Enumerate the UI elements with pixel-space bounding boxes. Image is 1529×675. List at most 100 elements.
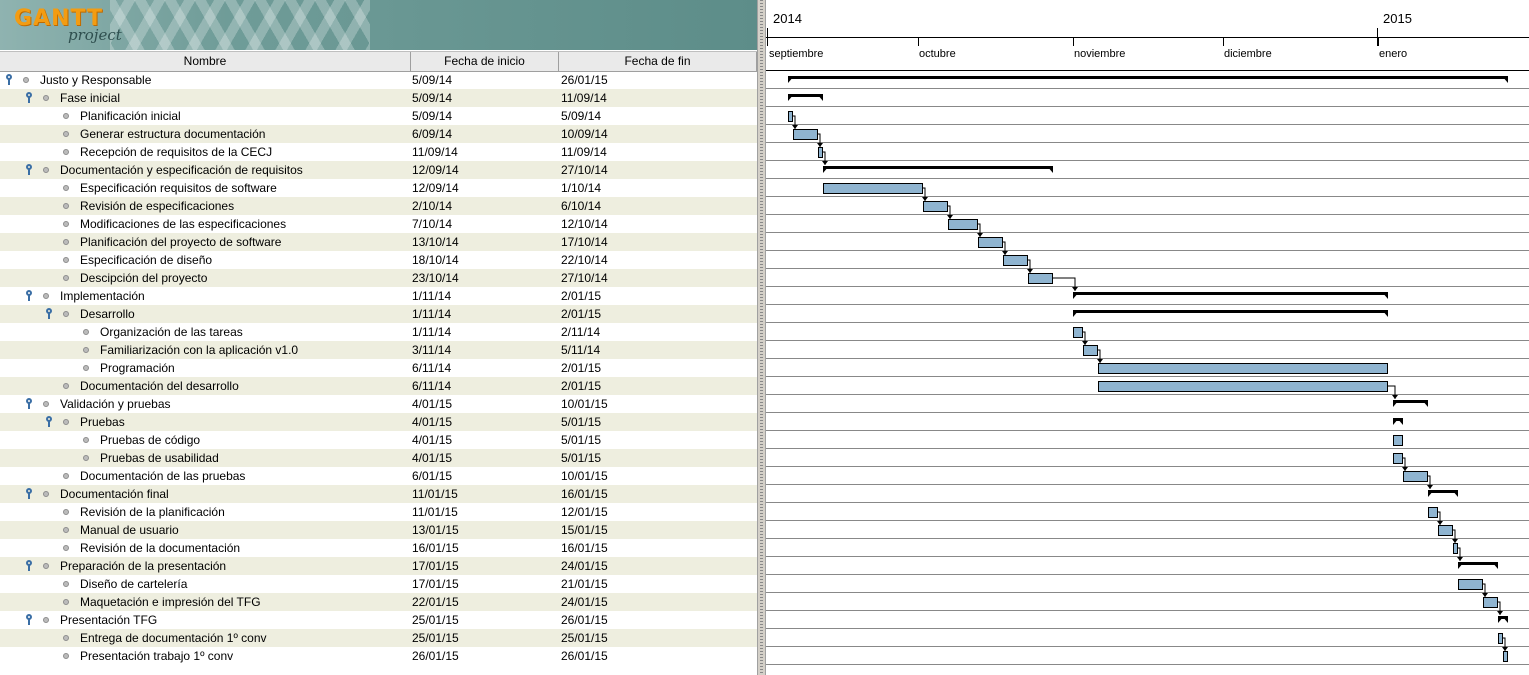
collapse-toggle-icon[interactable] [25, 488, 33, 500]
collapse-toggle-icon[interactable] [25, 398, 33, 410]
task-end-date[interactable]: 2/01/15 [561, 379, 602, 393]
task-row[interactable]: Planificación del proyecto de software 13… [0, 233, 757, 251]
task-name[interactable]: Recepción de requisitos de la CECJ [80, 145, 273, 159]
task-row[interactable]: Entrega de documentación 1º conv 25/01/15… [0, 629, 757, 647]
task-row[interactable]: Documentación final 11/01/15 16/01/15 [0, 485, 757, 503]
task-end-date[interactable]: 27/10/14 [561, 271, 608, 285]
task-name[interactable]: Documentación de las pruebas [80, 469, 246, 483]
task-name[interactable]: Modificaciones de las especificaciones [80, 217, 287, 231]
task-start-date[interactable]: 6/11/14 [412, 361, 452, 375]
collapse-toggle-icon[interactable] [5, 74, 13, 86]
task-name[interactable]: Planificación inicial [80, 109, 181, 123]
task-start-date[interactable]: 22/01/15 [412, 595, 459, 609]
task-end-date[interactable]: 25/01/15 [561, 631, 608, 645]
task-row[interactable]: Especificación requisitos de software 12/… [0, 179, 757, 197]
task-name[interactable]: Documentación final [60, 487, 169, 501]
task-end-date[interactable]: 10/09/14 [561, 127, 608, 141]
task-end-date[interactable]: 16/01/15 [561, 487, 608, 501]
task-name[interactable]: Documentación del desarrollo [80, 379, 239, 393]
task-start-date[interactable]: 4/01/15 [412, 397, 453, 411]
task-end-date[interactable]: 2/01/15 [561, 361, 602, 375]
task-end-date[interactable]: 12/10/14 [561, 217, 608, 231]
divider-grip[interactable] [760, 0, 763, 675]
task-row[interactable]: Preparación de la presentación 17/01/15 24… [0, 557, 757, 575]
column-header-end[interactable]: Fecha de fin [559, 52, 757, 71]
task-row[interactable]: Validación y pruebas 4/01/15 10/01/15 [0, 395, 757, 413]
task-row[interactable]: Revisión de especificaciones 2/10/14 6/10/… [0, 197, 757, 215]
task-name[interactable]: Pruebas de usabilidad [100, 451, 219, 465]
task-row[interactable]: Maquetación e impresión del TFG 22/01/15 2… [0, 593, 757, 611]
task-end-date[interactable]: 11/09/14 [561, 91, 607, 105]
task-end-date[interactable]: 2/11/14 [561, 325, 601, 339]
collapse-toggle-icon[interactable] [25, 92, 33, 104]
task-name[interactable]: Documentación y especificación de requis… [60, 163, 303, 177]
task-row[interactable]: Pruebas de código 4/01/15 5/01/15 [0, 431, 757, 449]
task-start-date[interactable]: 11/09/14 [412, 145, 458, 159]
task-row[interactable]: Fase inicial 5/09/14 11/09/14 [0, 89, 757, 107]
task-end-date[interactable]: 26/01/15 [561, 613, 608, 627]
task-start-date[interactable]: 6/01/15 [412, 469, 453, 483]
task-row[interactable]: Modificaciones de las especificaciones 7/… [0, 215, 757, 233]
task-start-date[interactable]: 1/11/14 [412, 289, 452, 303]
task-name[interactable]: Diseño de cartelería [80, 577, 188, 591]
task-end-date[interactable]: 2/01/15 [561, 307, 602, 321]
collapse-toggle-icon[interactable] [25, 560, 33, 572]
task-name[interactable]: Entrega de documentación 1º conv [80, 631, 267, 645]
task-name[interactable]: Desarrollo [80, 307, 135, 321]
task-row[interactable]: Especificación de diseño 18/10/14 22/10/14 [0, 251, 757, 269]
task-row[interactable]: Revisión de la documentación 16/01/15 16/0… [0, 539, 757, 557]
task-end-date[interactable]: 5/09/14 [561, 109, 602, 123]
column-header-name[interactable]: Nombre [0, 52, 411, 71]
task-start-date[interactable]: 4/01/15 [412, 415, 453, 429]
collapse-toggle-icon[interactable] [25, 164, 33, 176]
column-header-start[interactable]: Fecha de inicio [411, 52, 559, 71]
task-end-date[interactable]: 17/10/14 [561, 235, 608, 249]
task-end-date[interactable]: 5/11/14 [561, 343, 601, 357]
task-name[interactable]: Descipción del proyecto [80, 271, 208, 285]
task-name[interactable]: Revisión de la planificación [80, 505, 225, 519]
task-start-date[interactable]: 5/09/14 [412, 91, 453, 105]
task-row[interactable]: Desarrollo 1/11/14 2/01/15 [0, 305, 757, 323]
task-start-date[interactable]: 12/09/14 [412, 181, 459, 195]
task-end-date[interactable]: 6/10/14 [561, 199, 602, 213]
task-row[interactable]: Documentación de las pruebas 6/01/15 10/01… [0, 467, 757, 485]
task-row[interactable]: Revisión de la planificación 11/01/15 12/0… [0, 503, 757, 521]
task-start-date[interactable]: 11/01/15 [412, 487, 458, 501]
task-name[interactable]: Familiarización con la aplicación v1.0 [100, 343, 299, 357]
task-end-date[interactable]: 5/01/15 [561, 415, 602, 429]
task-name[interactable]: Pruebas [80, 415, 125, 429]
task-row[interactable]: Recepción de requisitos de la CECJ 11/09/… [0, 143, 757, 161]
task-start-date[interactable]: 5/09/14 [412, 109, 453, 123]
task-row[interactable]: Justo y Responsable 5/09/14 26/01/15 [0, 71, 757, 89]
task-name[interactable]: Revisión de la documentación [80, 541, 241, 555]
task-end-date[interactable]: 5/01/15 [561, 451, 602, 465]
task-end-date[interactable]: 26/01/15 [561, 649, 608, 663]
task-name[interactable]: Justo y Responsable [40, 73, 152, 87]
task-row[interactable]: Presentación trabajo 1º conv 26/01/15 26/0… [0, 647, 757, 665]
task-end-date[interactable]: 5/01/15 [561, 433, 602, 447]
task-end-date[interactable]: 12/01/15 [561, 505, 608, 519]
task-start-date[interactable]: 6/11/14 [412, 379, 452, 393]
task-row[interactable]: Planificación inicial 5/09/14 5/09/14 [0, 107, 757, 125]
task-name[interactable]: Preparación de la presentación [60, 559, 227, 573]
collapse-toggle-icon[interactable] [25, 290, 33, 302]
task-name[interactable]: Presentación trabajo 1º conv [80, 649, 234, 663]
task-name[interactable]: Planificación del proyecto de software [80, 235, 282, 249]
task-name[interactable]: Organización de las tareas [100, 325, 243, 339]
task-row[interactable]: Familiarización con la aplicación v1.0 3/… [0, 341, 757, 359]
task-end-date[interactable]: 26/01/15 [561, 73, 608, 87]
task-end-date[interactable]: 24/01/15 [561, 559, 608, 573]
task-row[interactable]: Presentación TFG 25/01/15 26/01/15 [0, 611, 757, 629]
task-start-date[interactable]: 17/01/15 [412, 577, 459, 591]
task-row[interactable]: Generar estructura documentación 6/09/14 1… [0, 125, 757, 143]
task-row[interactable]: Descipción del proyecto 23/10/14 27/10/14 [0, 269, 757, 287]
task-end-date[interactable]: 22/10/14 [561, 253, 608, 267]
task-start-date[interactable]: 5/09/14 [412, 73, 453, 87]
task-row[interactable]: Organización de las tareas 1/11/14 2/11/14 [0, 323, 757, 341]
task-row[interactable]: Manual de usuario 13/01/15 15/01/15 [0, 521, 757, 539]
task-start-date[interactable]: 1/11/14 [412, 307, 452, 321]
task-row[interactable]: Implementación 1/11/14 2/01/15 [0, 287, 757, 305]
task-start-date[interactable]: 12/09/14 [412, 163, 459, 177]
task-start-date[interactable]: 11/01/15 [412, 505, 458, 519]
task-start-date[interactable]: 26/01/15 [412, 649, 459, 663]
